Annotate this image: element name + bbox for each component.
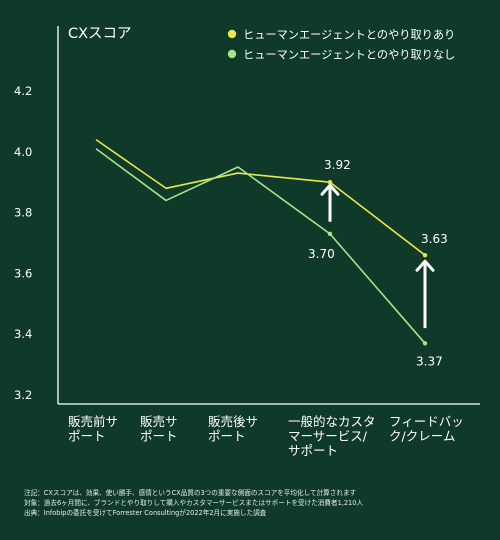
data-label: 3.70 bbox=[308, 247, 335, 261]
legend-marker bbox=[227, 29, 237, 39]
footnote-source: 出典：Infobipの委託を受けてForrester Consultingが20… bbox=[24, 509, 267, 517]
improvement-arrow bbox=[320, 183, 340, 222]
x-tick-label: 一般的なカスタマーサービス/サポート bbox=[288, 414, 376, 458]
series-point bbox=[327, 180, 333, 185]
series-point bbox=[327, 231, 333, 237]
y-tick-label: 3.8 bbox=[14, 206, 32, 220]
y-axis-title: CXスコア bbox=[68, 26, 132, 42]
chart-axes bbox=[57, 26, 480, 405]
y-tick-label: 3.6 bbox=[14, 266, 32, 280]
data-label: 3.63 bbox=[421, 232, 448, 246]
legend-label: ヒューマンエージェントとのやり取りなし bbox=[243, 49, 455, 62]
series-line bbox=[95, 148, 426, 344]
y-tick-label: 4.2 bbox=[14, 84, 32, 98]
y-axis-ticks: 3.2 3.4 3.6 3.8 4.0 4.2 bbox=[14, 84, 32, 402]
x-tick-label: 販売前サポート bbox=[68, 414, 118, 444]
y-tick-label: 3.4 bbox=[14, 327, 32, 341]
footnote-note: 注記：CXスコアは、効果、使い勝手、感情というCX品質の3つの重要な側面のスコア… bbox=[24, 489, 357, 497]
y-tick-label: 4.0 bbox=[14, 145, 32, 159]
series-point bbox=[422, 341, 428, 346]
data-label: 3.37 bbox=[416, 354, 443, 368]
footnote-sample: 対象：過去6ヶ月間に、ブランドとやり取りして購入やカスタマーサービスまたはサポー… bbox=[24, 499, 364, 507]
x-tick-label: 販売サポート bbox=[140, 414, 178, 444]
x-axis-ticks: 販売前サポート販売サポート販売後サポート一般的なカスタマーサービス/サポートフィ… bbox=[68, 414, 464, 458]
legend-marker bbox=[227, 49, 237, 59]
improvement-arrow bbox=[415, 259, 435, 329]
series-point bbox=[422, 252, 428, 258]
x-tick-label: 販売後サポート bbox=[208, 414, 258, 444]
x-tick-label: フィードバック/クレーム bbox=[389, 414, 464, 444]
chart-data-labels: 3.92 3.63 3.70 3.37 bbox=[308, 158, 448, 368]
data-label: 3.92 bbox=[324, 158, 351, 172]
chart-series bbox=[95, 138, 428, 346]
y-tick-label: 3.2 bbox=[14, 388, 32, 402]
legend-label: ヒューマンエージェントとのやり取りあり bbox=[243, 29, 455, 42]
series-line bbox=[95, 138, 426, 256]
footnote: 注記：CXスコアは、効果、使い勝手、感情というCX品質の3つの重要な側面のスコア… bbox=[24, 488, 484, 518]
chart-arrows bbox=[320, 183, 435, 329]
